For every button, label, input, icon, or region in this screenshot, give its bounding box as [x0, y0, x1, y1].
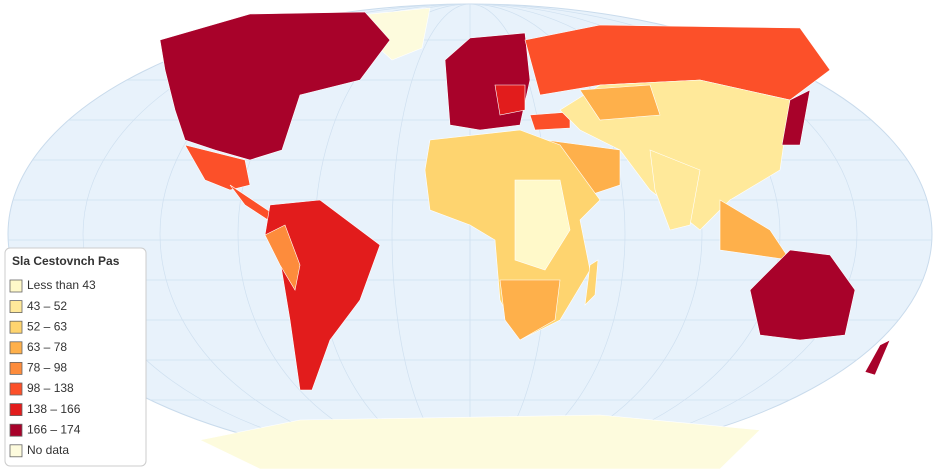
- southern-africa: [499, 279, 561, 341]
- madagascar: [584, 259, 599, 306]
- legend-swatch: [9, 279, 23, 293]
- central-europe: [494, 84, 526, 116]
- australia: [749, 249, 856, 341]
- legend-label: 78 – 98: [27, 361, 67, 375]
- andes: [264, 224, 301, 291]
- kazakhstan: [579, 84, 661, 121]
- legend-label: 166 – 174: [27, 422, 81, 436]
- legend-label: 98 – 138: [27, 381, 74, 395]
- central-africa: [514, 179, 571, 271]
- legend-swatch: [9, 361, 23, 375]
- legend-swatch: [9, 423, 23, 437]
- legend-swatch: [9, 444, 23, 458]
- legend-label: 63 – 78: [27, 340, 67, 354]
- legend-swatch: [9, 320, 23, 334]
- legend-swatch: [9, 341, 23, 355]
- legend-label: Less than 43: [27, 278, 96, 292]
- legend: Sla Cestovnch Pas Less than 43 43 – 52 52 …: [4, 247, 147, 467]
- legend-label: 43 – 52: [27, 299, 67, 313]
- countries: [159, 7, 891, 469]
- legend-label: 52 – 63: [27, 319, 67, 333]
- new-zealand: [864, 339, 891, 376]
- legend-label: No data: [27, 443, 69, 457]
- japan: [781, 89, 811, 146]
- turkey: [529, 111, 571, 131]
- legend-label: 138 – 166: [27, 402, 81, 416]
- legend-swatch: [9, 403, 23, 417]
- legend-swatch: [9, 300, 23, 314]
- legend-box: [4, 247, 147, 467]
- antarctica: [199, 414, 761, 469]
- india: [649, 149, 701, 231]
- mexico: [184, 144, 251, 191]
- north-america: [159, 11, 391, 161]
- legend-title: Sla Cestovnch Pas: [12, 254, 120, 268]
- legend-swatch: [9, 382, 23, 396]
